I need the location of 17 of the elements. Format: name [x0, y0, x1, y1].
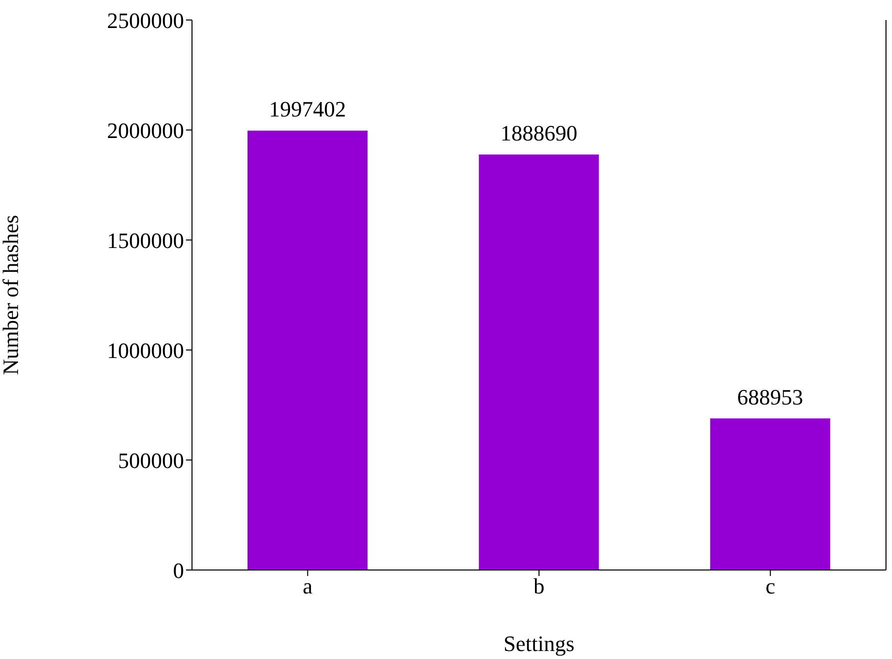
data-label: 1997402: [269, 96, 346, 122]
x-tick-label: a: [302, 574, 313, 599]
y-axis-title: Number of hashes: [0, 214, 23, 376]
x-tick-label: b: [534, 574, 544, 599]
y-tick-label: 500000: [118, 448, 184, 473]
x-axis-title: Settings: [504, 631, 574, 656]
bar: [248, 130, 368, 570]
x-tick-label: c: [765, 574, 776, 599]
y-tick-label: 0: [173, 558, 184, 583]
y-tick-label: 2000000: [107, 118, 184, 143]
bar: [710, 418, 830, 570]
bar: [478, 154, 599, 570]
data-label: 1888690: [500, 120, 578, 146]
y-tick-label: 2500000: [107, 8, 184, 33]
data-label: 688953: [737, 384, 804, 410]
y-tick-label: 1000000: [107, 338, 184, 363]
y-tick-label: 1500000: [107, 228, 184, 253]
